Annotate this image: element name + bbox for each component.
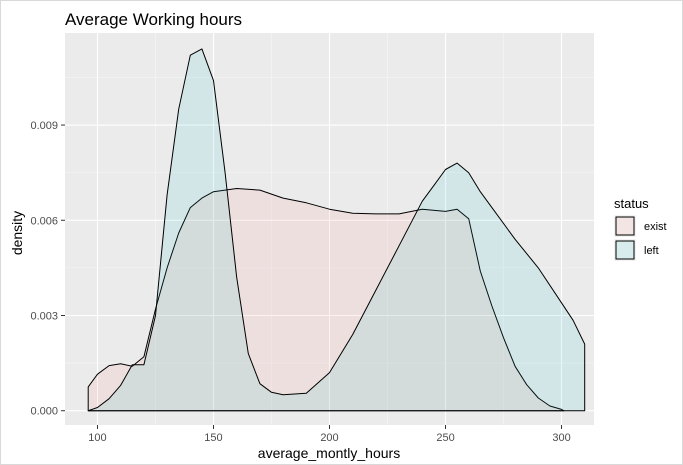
legend-title: status <box>614 196 649 211</box>
legend-key-bg <box>614 239 636 261</box>
density-area-left <box>87 48 586 412</box>
y-tick-label: 0.009 <box>30 120 58 132</box>
y-axis-ticks: 0.000 0.003 0.006 0.009 <box>30 120 65 418</box>
x-axis-title: average_montly_hours <box>258 445 400 461</box>
legend-swatch-exist <box>615 216 635 236</box>
legend-label-exist: exist <box>644 221 667 233</box>
legend-swatch-left <box>615 240 635 260</box>
x-tick-label: 250 <box>436 432 454 444</box>
y-axis-title: density <box>9 211 25 255</box>
chart-title: Average Working hours <box>65 10 242 29</box>
y-tick-label: 0.006 <box>30 215 58 227</box>
density-area-exist <box>87 188 565 412</box>
y-tick-label: 0.000 <box>30 406 58 418</box>
density-areas <box>87 48 586 412</box>
x-tick-label: 200 <box>320 432 338 444</box>
x-tick-label: 150 <box>204 432 222 444</box>
x-tick-label: 100 <box>88 432 106 444</box>
legend: status exist left <box>614 196 667 261</box>
legend-label-left: left <box>644 245 659 257</box>
y-tick-label: 0.003 <box>30 310 58 322</box>
x-tick-label: 300 <box>552 432 570 444</box>
legend-key-bg <box>614 215 636 237</box>
x-axis-ticks: 100 150 200 250 300 <box>88 425 571 444</box>
